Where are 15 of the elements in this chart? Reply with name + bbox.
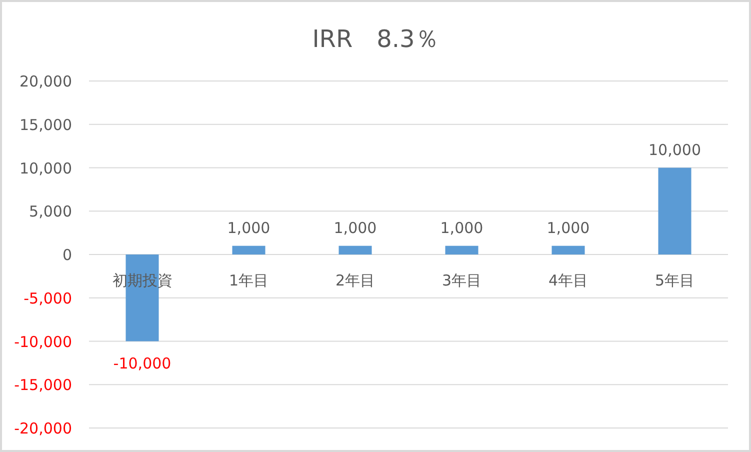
y-tick-label: 15,000 bbox=[20, 116, 72, 134]
x-tick-label: 1年目 bbox=[228, 272, 269, 290]
x-tick-label: 5年目 bbox=[654, 272, 695, 290]
y-tick-label: 10,000 bbox=[20, 159, 72, 178]
y-tick-label: -20,000 bbox=[14, 420, 72, 438]
y-tick-label: -5,000 bbox=[24, 289, 72, 308]
y-tick-label: 0 bbox=[62, 246, 72, 264]
x-tick-label: 2年目 bbox=[335, 272, 376, 290]
y-tick-label: 5,000 bbox=[29, 202, 72, 221]
y-tick-label: -10,000 bbox=[14, 332, 72, 351]
y-tick-label: -15,000 bbox=[14, 376, 72, 394]
y-tick-label: 20,000 bbox=[20, 72, 72, 90]
title: IRR 8.3％ bbox=[312, 25, 439, 53]
x-tick-label: 4年目 bbox=[548, 272, 588, 290]
x-tick-label: 3年目 bbox=[442, 272, 482, 290]
